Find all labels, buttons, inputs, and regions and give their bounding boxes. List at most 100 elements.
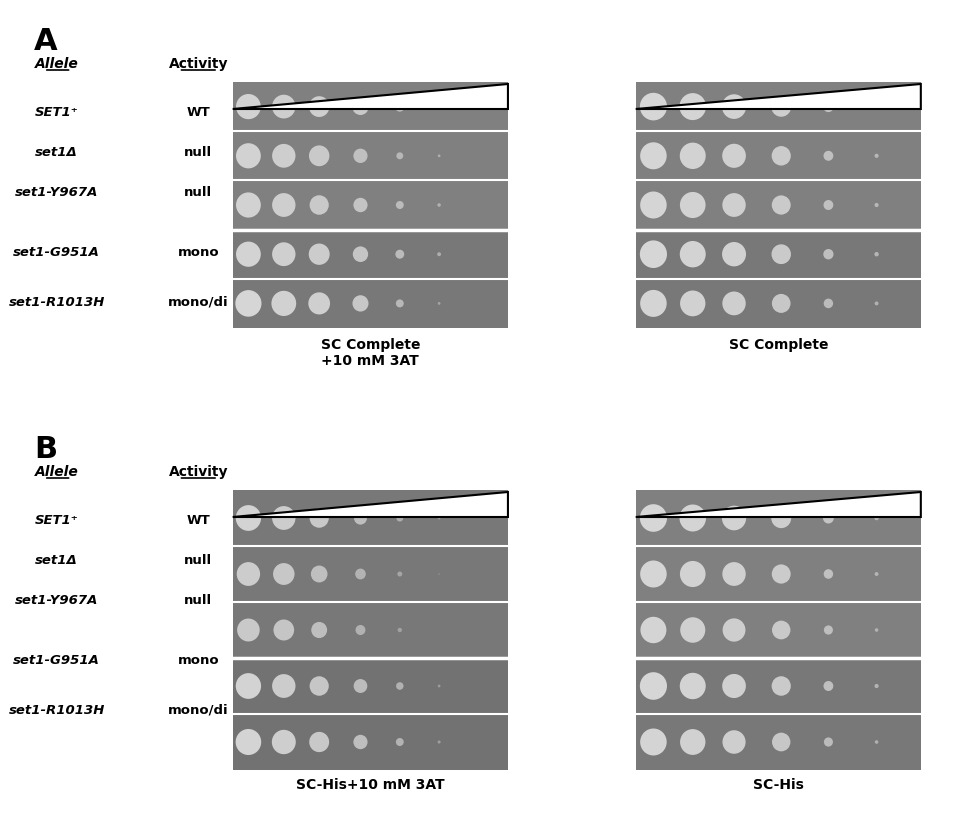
Circle shape	[272, 144, 295, 168]
Bar	[232, 602, 508, 658]
Text: set1-Y967A: set1-Y967A	[15, 185, 99, 199]
Circle shape	[824, 681, 833, 691]
Circle shape	[680, 93, 706, 120]
Circle shape	[680, 192, 706, 218]
Circle shape	[722, 562, 745, 586]
Circle shape	[272, 674, 295, 698]
Circle shape	[640, 672, 667, 700]
Circle shape	[874, 252, 879, 256]
Circle shape	[355, 625, 366, 635]
Circle shape	[438, 204, 440, 207]
Circle shape	[396, 299, 404, 307]
Bar	[636, 546, 921, 602]
Circle shape	[722, 506, 746, 531]
Circle shape	[640, 504, 667, 531]
Circle shape	[640, 728, 667, 756]
Circle shape	[237, 619, 259, 641]
Circle shape	[824, 569, 833, 578]
Text: Allele: Allele	[35, 57, 78, 71]
Circle shape	[237, 562, 260, 586]
Circle shape	[236, 94, 260, 119]
Text: set1Δ: set1Δ	[36, 146, 78, 158]
Circle shape	[236, 143, 260, 168]
Circle shape	[396, 514, 404, 522]
Circle shape	[874, 104, 879, 109]
Text: mono/di: mono/di	[168, 296, 228, 308]
Bar	[232, 658, 508, 714]
Circle shape	[236, 505, 261, 531]
Circle shape	[353, 148, 368, 163]
Text: SC Complete: SC Complete	[729, 338, 828, 352]
Circle shape	[352, 246, 368, 262]
Circle shape	[771, 677, 791, 695]
Circle shape	[680, 143, 706, 169]
Circle shape	[681, 291, 706, 316]
Circle shape	[396, 738, 404, 746]
Circle shape	[310, 508, 329, 527]
Circle shape	[771, 294, 791, 313]
Text: Allele: Allele	[35, 465, 78, 479]
Circle shape	[640, 93, 667, 120]
Circle shape	[396, 682, 404, 690]
Circle shape	[438, 302, 440, 305]
Text: null: null	[184, 146, 212, 158]
Circle shape	[722, 292, 745, 316]
Bar	[636, 131, 921, 180]
Text: set1-R1013H: set1-R1013H	[9, 296, 105, 308]
Circle shape	[352, 98, 369, 115]
Text: B: B	[34, 435, 57, 464]
Circle shape	[236, 192, 260, 218]
Circle shape	[824, 249, 833, 260]
Circle shape	[311, 565, 327, 583]
Polygon shape	[636, 492, 921, 517]
Circle shape	[309, 244, 330, 265]
Circle shape	[722, 242, 746, 266]
Text: mono/di: mono/di	[168, 704, 228, 717]
Bar	[636, 82, 921, 131]
Circle shape	[438, 685, 440, 687]
Circle shape	[875, 572, 879, 576]
Circle shape	[771, 96, 791, 117]
Circle shape	[395, 101, 405, 111]
Circle shape	[438, 741, 440, 743]
Text: A: A	[34, 27, 58, 56]
Circle shape	[874, 154, 879, 158]
Circle shape	[272, 95, 295, 119]
Circle shape	[309, 145, 329, 166]
Bar	[232, 230, 508, 279]
Circle shape	[681, 617, 706, 643]
Circle shape	[438, 105, 441, 109]
Circle shape	[354, 512, 367, 525]
Circle shape	[309, 293, 330, 315]
Circle shape	[824, 298, 833, 308]
Text: set1-G951A: set1-G951A	[14, 653, 100, 667]
Text: set1-G951A: set1-G951A	[14, 246, 100, 259]
Text: set1-Y967A: set1-Y967A	[15, 593, 99, 606]
Text: SET1⁺: SET1⁺	[35, 513, 78, 527]
Circle shape	[875, 740, 878, 744]
Circle shape	[824, 625, 832, 634]
Circle shape	[271, 291, 296, 316]
Circle shape	[353, 679, 367, 693]
Circle shape	[236, 673, 261, 699]
Bar	[232, 714, 508, 770]
Circle shape	[272, 242, 295, 266]
Text: WT: WT	[187, 105, 210, 119]
Circle shape	[355, 569, 366, 579]
Text: SC-His: SC-His	[753, 778, 803, 792]
Bar	[232, 279, 508, 328]
Circle shape	[309, 732, 329, 752]
Text: set1-R1013H: set1-R1013H	[9, 704, 105, 717]
Text: SET1⁺: SET1⁺	[35, 105, 78, 119]
Bar	[232, 180, 508, 230]
Circle shape	[680, 241, 706, 268]
Polygon shape	[232, 492, 508, 517]
Circle shape	[722, 143, 746, 168]
Bar	[232, 546, 508, 602]
Circle shape	[771, 508, 791, 528]
Circle shape	[273, 563, 294, 585]
Circle shape	[875, 628, 878, 632]
Circle shape	[235, 729, 261, 755]
Circle shape	[395, 250, 405, 259]
Circle shape	[681, 729, 706, 755]
